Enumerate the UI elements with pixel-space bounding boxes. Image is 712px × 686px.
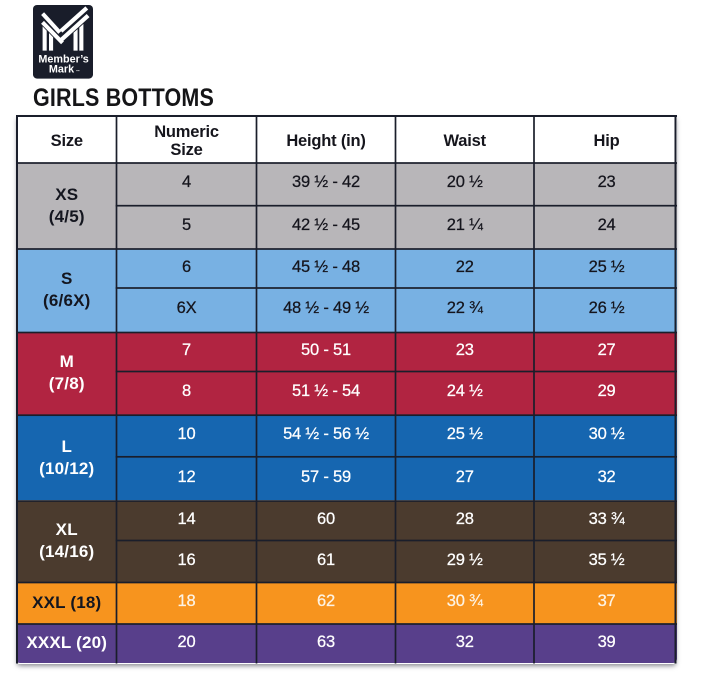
svg-text:Mark: Mark <box>49 63 75 75</box>
svg-text:™: ™ <box>76 69 80 73</box>
svg-text:Member’s: Member’s <box>38 53 88 65</box>
